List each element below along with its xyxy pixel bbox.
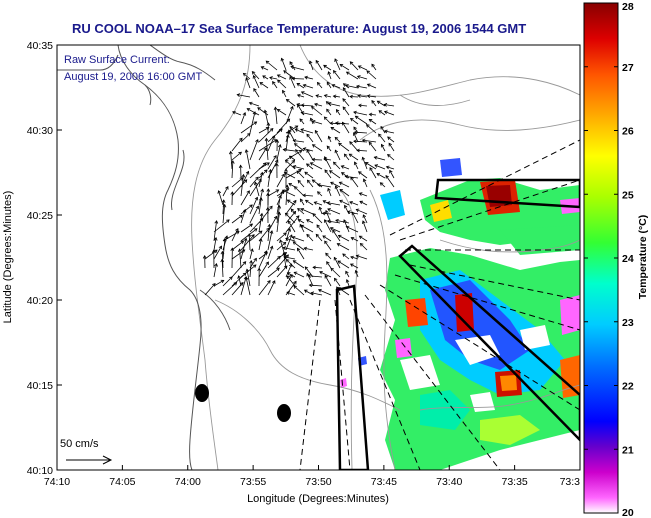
colorbar-tick-label: 20 <box>622 507 634 518</box>
x-tick-label: 73:45 <box>371 476 397 488</box>
cloud-mask <box>400 325 550 412</box>
y-axis-label: Latitude (Degrees:Minutes) <box>2 191 14 324</box>
colorbar-tick-label: 27 <box>622 62 634 74</box>
x-axis-label: Longitude (Degrees:Minutes) <box>247 493 389 505</box>
surface-current-vectors <box>202 57 395 296</box>
x-tick-label: 74:00 <box>175 476 201 488</box>
mooring-marker <box>195 384 209 402</box>
colorbar-tick-label: 25 <box>622 189 634 201</box>
y-axis: 40:35 40:30 40:25 40:20 40:15 40:10 <box>27 40 62 477</box>
colorbar <box>583 2 619 514</box>
y-tick-label: 40:35 <box>27 40 53 52</box>
colorbar-tick-label: 21 <box>622 444 634 456</box>
colorbar-tick-label: 23 <box>622 317 634 329</box>
scale-label: 50 cm/s <box>60 438 99 450</box>
x-tick-label: 73:3 <box>560 476 581 488</box>
colorbar-tick-label: 22 <box>622 381 634 393</box>
colorbar-label: Temperature (°C) <box>637 215 649 300</box>
x-axis: 74:10 74:05 74:00 73:55 73:50 73:45 73:40 73:35… <box>44 465 581 488</box>
y-tick-label: 40:20 <box>27 295 53 307</box>
y-tick-label: 40:25 <box>27 210 53 222</box>
current-label-line2: August 19, 2006 16:00 GMT <box>64 71 202 83</box>
colorbar-tick-label: 28 <box>622 1 634 13</box>
colorbar-ticks: 28 27 26 25 24 23 22 21 20 <box>584 1 634 518</box>
y-tick-label: 40:15 <box>27 380 53 392</box>
x-tick-label: 73:35 <box>501 476 527 488</box>
coastline <box>57 45 231 470</box>
x-tick-label: 73:55 <box>240 476 266 488</box>
current-label-line1: Raw Surface Current: <box>64 54 170 66</box>
chart-title: RU COOL NOAA–17 Sea Surface Temperature:… <box>72 21 526 36</box>
colorbar-tick-label: 24 <box>622 253 634 265</box>
x-tick-label: 74:10 <box>44 476 70 488</box>
transect-boxes <box>335 178 580 470</box>
mooring-marker <box>277 404 291 422</box>
y-tick-label: 40:30 <box>27 125 53 137</box>
x-tick-label: 74:05 <box>109 476 135 488</box>
map-content: 50 cm/s Raw Surface Current: August 19, … <box>57 45 580 470</box>
x-tick-label: 73:40 <box>436 476 462 488</box>
x-tick-label: 73:50 <box>305 476 331 488</box>
colorbar-tick-label: 26 <box>622 126 634 138</box>
y-tick-label: 40:10 <box>27 465 53 477</box>
scale-arrow <box>66 455 113 465</box>
radar-radials <box>299 139 580 470</box>
